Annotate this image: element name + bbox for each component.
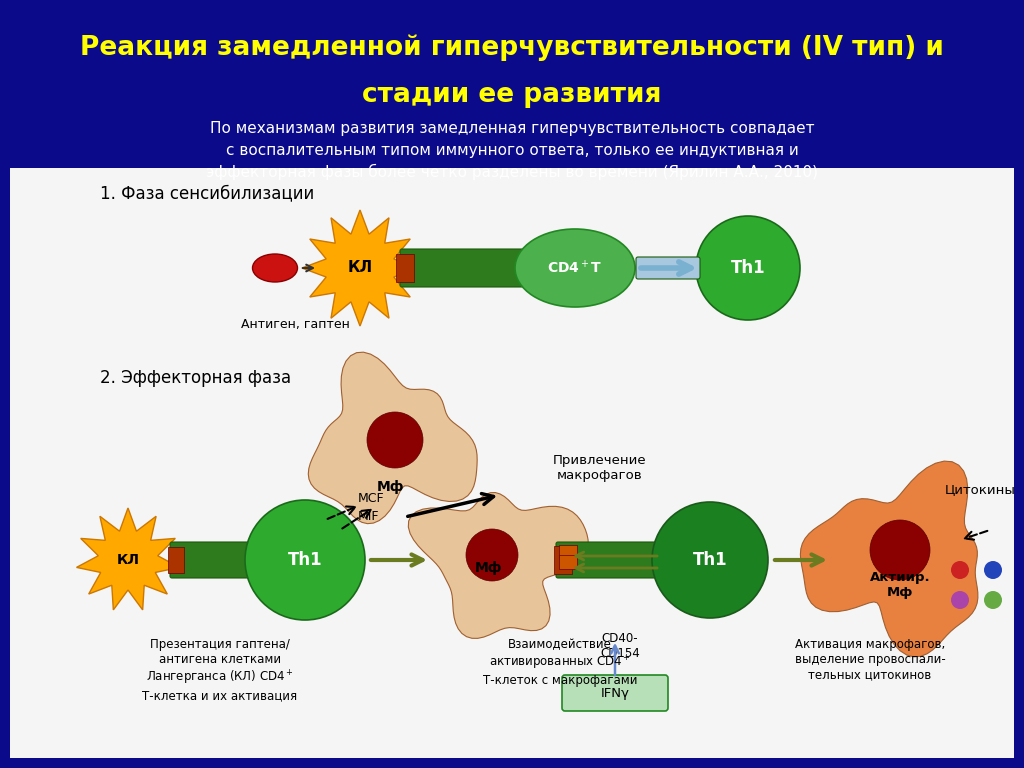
Text: MCF: MCF [358, 492, 385, 505]
Bar [10, 168, 1014, 758]
Bar [168, 547, 184, 573]
Text: 2. Эффекторная фаза: 2. Эффекторная фаза [100, 369, 291, 387]
Text: Презентация гаптена/
антигена клетками
Лангерганса (КЛ) CD4$^+$
Т-клетка и их ак: Презентация гаптена/ антигена клетками Л… [142, 638, 298, 702]
Polygon shape [302, 210, 418, 326]
Bar [396, 254, 414, 282]
Bar [554, 546, 572, 574]
Circle shape [870, 520, 930, 580]
Text: с воспалительным типом иммунного ответа, только ее индуктивная и: с воспалительным типом иммунного ответа,… [225, 143, 799, 157]
Ellipse shape [515, 229, 635, 307]
Text: стадии ее развития: стадии ее развития [362, 82, 662, 108]
Text: Актиир.
Мф: Актиир. Мф [869, 571, 931, 599]
Circle shape [696, 216, 800, 320]
Circle shape [951, 591, 969, 609]
Text: Th1: Th1 [288, 551, 323, 569]
FancyBboxPatch shape [400, 249, 532, 287]
Text: Th1: Th1 [731, 259, 765, 277]
Circle shape [466, 529, 518, 581]
Text: IFNγ: IFNγ [600, 687, 630, 700]
Circle shape [951, 561, 969, 579]
Text: Реакция замедленной гиперчувствительности (IV тип) и: Реакция замедленной гиперчувствительност… [80, 35, 944, 61]
FancyBboxPatch shape [562, 675, 668, 711]
Circle shape [984, 561, 1002, 579]
Circle shape [984, 591, 1002, 609]
Polygon shape [77, 508, 179, 610]
Polygon shape [409, 492, 589, 638]
Text: Мф: Мф [474, 561, 502, 575]
Text: Th1: Th1 [692, 551, 727, 569]
FancyBboxPatch shape [556, 542, 662, 578]
Text: Мф: Мф [376, 480, 403, 494]
Polygon shape [308, 353, 477, 524]
Text: CD40-
CD154: CD40- CD154 [600, 632, 640, 660]
FancyBboxPatch shape [170, 542, 260, 578]
Circle shape [652, 502, 768, 618]
Text: Антиген, гаптен: Антиген, гаптен [241, 318, 349, 331]
Ellipse shape [253, 254, 298, 282]
Text: эффекторная фазы более четко разделены во времени (Ярилин А.А., 2010): эффекторная фазы более четко разделены в… [206, 164, 818, 180]
Circle shape [367, 412, 423, 468]
Bar [559, 555, 577, 569]
Text: Цитокины: Цитокины [944, 484, 1016, 496]
Text: 1. Фаза сенсибилизации: 1. Фаза сенсибилизации [100, 184, 314, 202]
FancyBboxPatch shape [636, 257, 700, 279]
Text: Привлечение
макрофагов: Привлечение макрофагов [553, 454, 647, 482]
Circle shape [245, 500, 365, 620]
Text: КЛ: КЛ [347, 260, 373, 276]
Text: MIF: MIF [358, 509, 380, 522]
Bar [559, 545, 577, 559]
Text: КЛ: КЛ [117, 553, 139, 567]
Text: CD4$^+$T: CD4$^+$T [548, 260, 603, 276]
Text: По механизмам развития замедленная гиперчувствительность совпадает: По механизмам развития замедленная гипер… [210, 121, 814, 135]
Text: Активация макрофагов,
выделение провоспали-
тельных цитокинов: Активация макрофагов, выделение провоспа… [795, 638, 945, 681]
Polygon shape [801, 461, 978, 657]
Text: Взаимодействие
активированных CD4$^+$
Т-клеток с макрофагами: Взаимодействие активированных CD4$^+$ Т-… [482, 638, 637, 687]
